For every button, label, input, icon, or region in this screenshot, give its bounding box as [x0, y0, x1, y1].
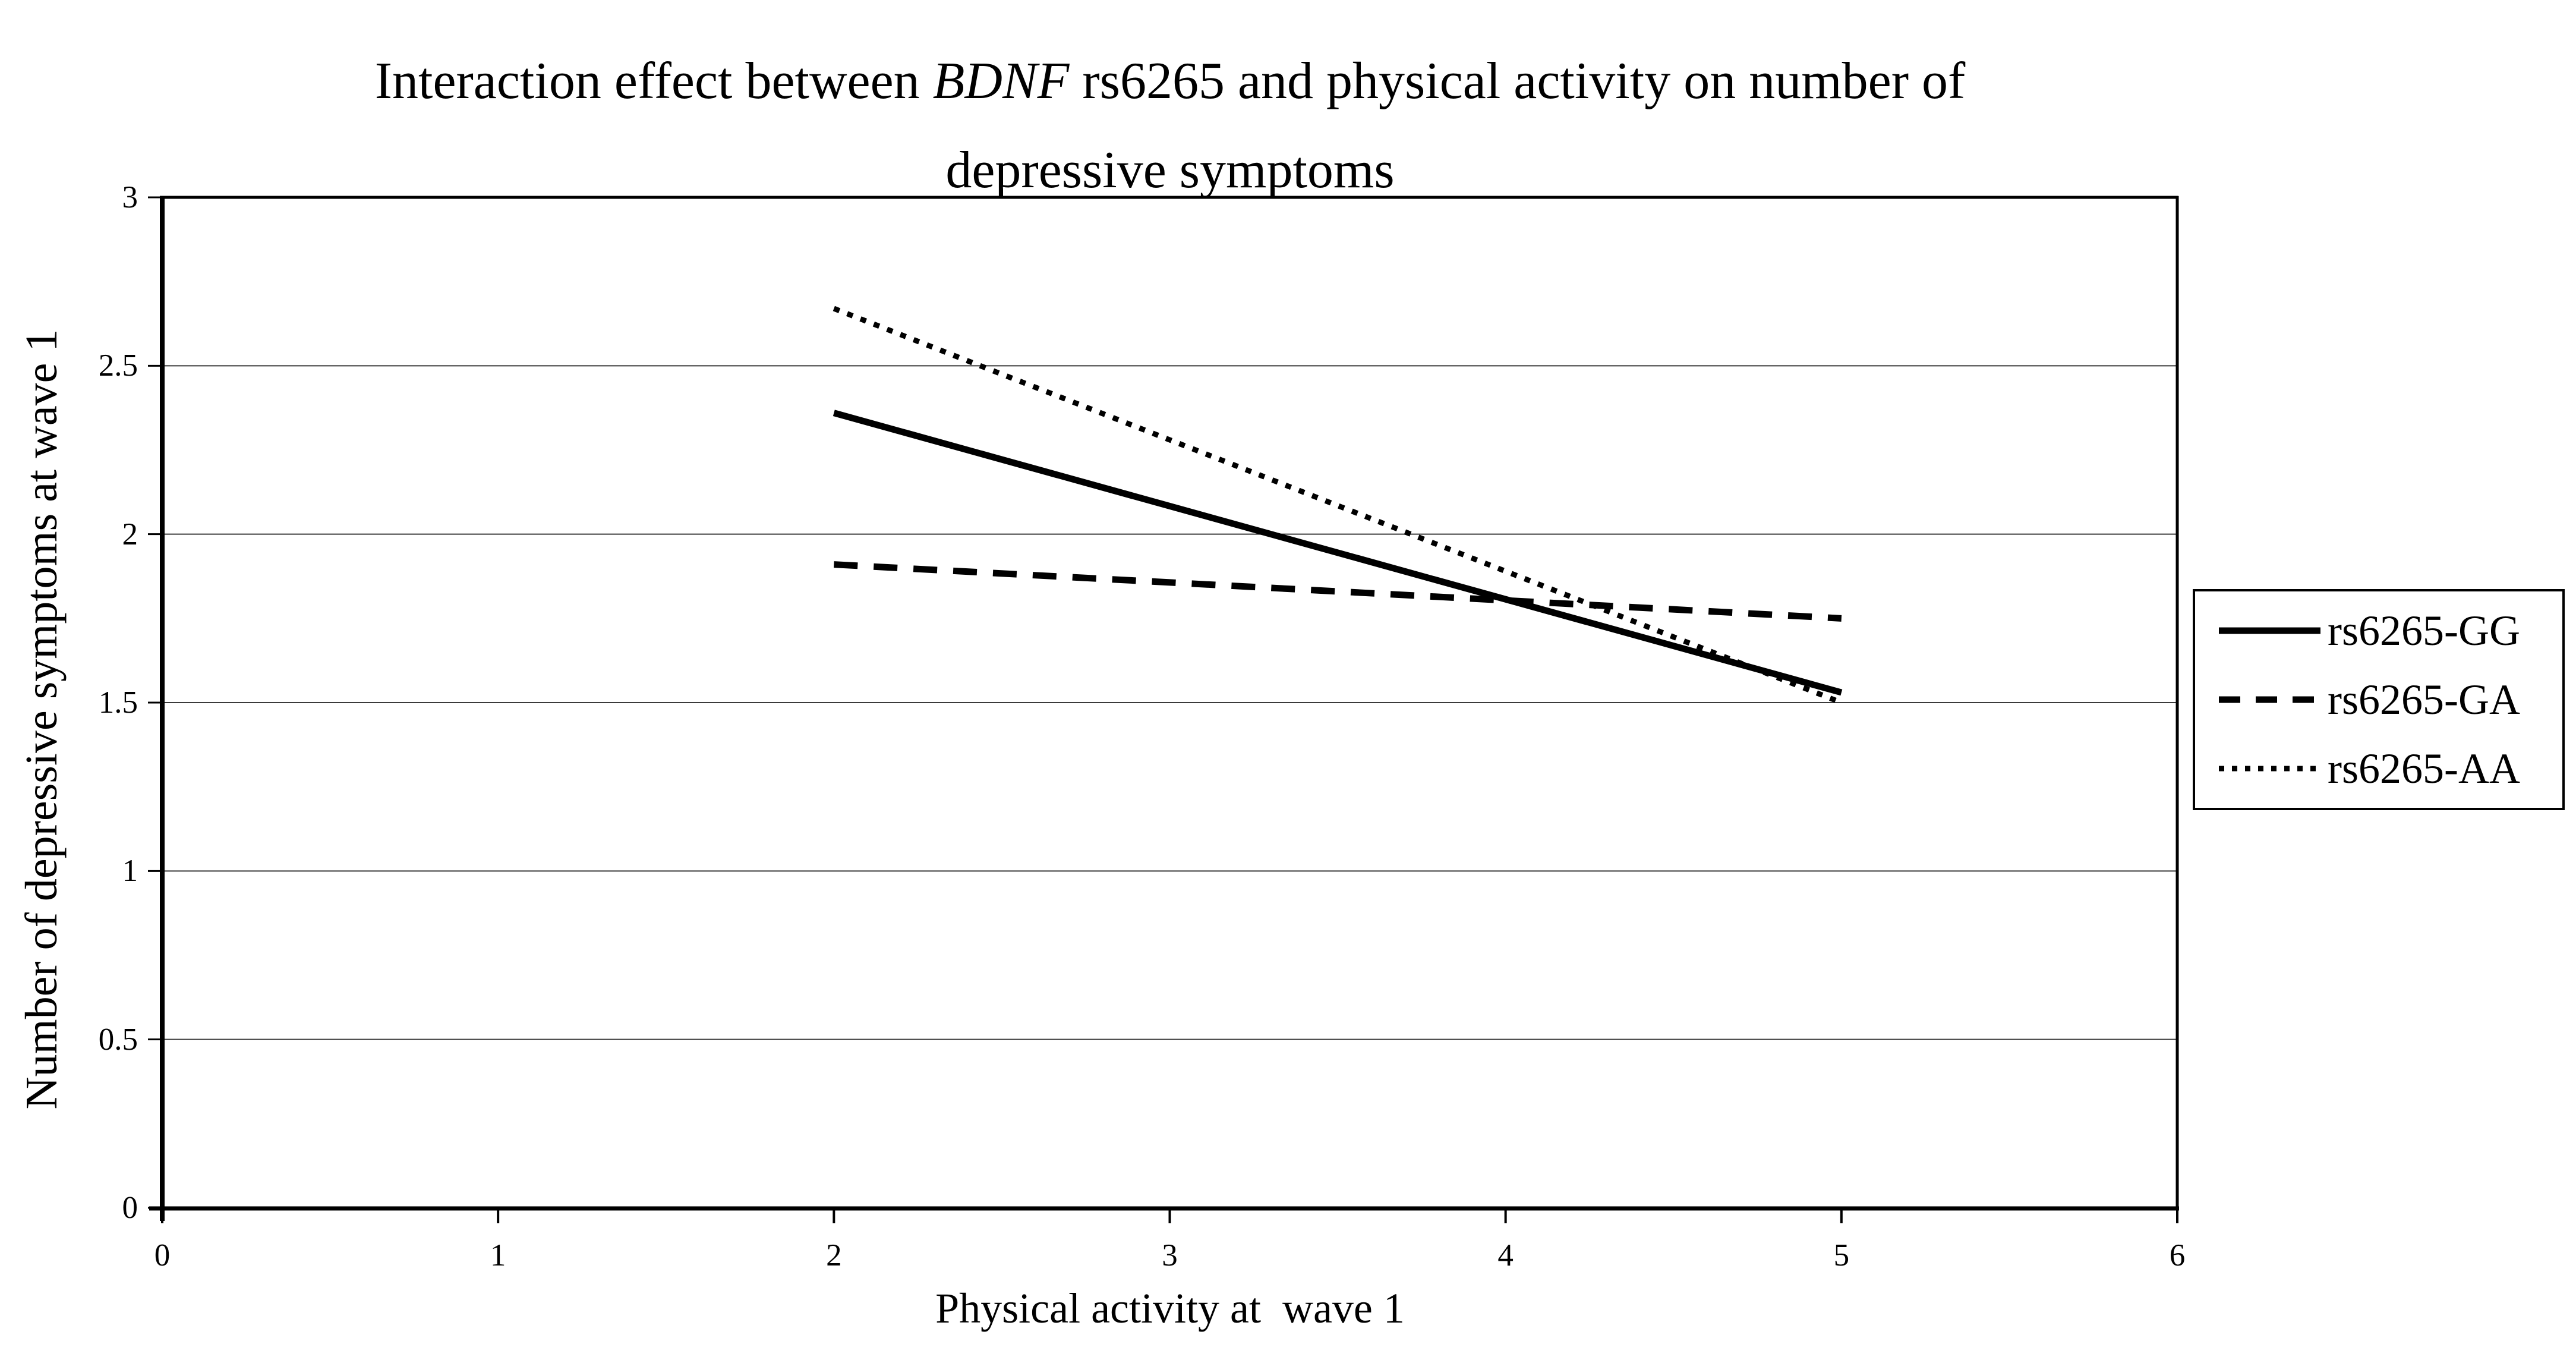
legend-item-rs6265-AA: rs6265-AA [2218, 744, 2559, 794]
legend-label: rs6265-AA [2328, 744, 2520, 792]
chart-title-gene-italic: BDNF [932, 52, 1070, 110]
legend-item-rs6265-GG: rs6265-GG [2218, 606, 2559, 656]
y-tick-label: 2 [122, 517, 138, 552]
x-axis-title: Physical activity at wave 1 [935, 1285, 1405, 1332]
y-tick-label: 2.5 [98, 348, 138, 383]
legend-line-sample-icon [2219, 766, 2320, 772]
y-tick-label: 1 [122, 854, 138, 889]
chart-title-text-cont: rs6265 and physical activity on number o… [1069, 52, 1966, 110]
x-tick-label: 2 [826, 1238, 842, 1273]
chart-title-text: Interaction effect between [374, 52, 933, 110]
x-tick-label: 5 [1833, 1238, 1850, 1273]
legend-label: rs6265-GG [2328, 606, 2520, 654]
series-line-rs6265-GG [833, 410, 1843, 696]
x-tick-label: 1 [490, 1238, 506, 1273]
legend-line-sample-icon [2219, 627, 2320, 634]
legend-line-sample-icon [2219, 696, 2320, 703]
x-tick-label: 4 [1497, 1238, 1514, 1273]
legend-item-rs6265-GA: rs6265-GA [2218, 675, 2559, 725]
x-tick-label: 3 [1162, 1238, 1178, 1273]
x-tick-label: 6 [2169, 1238, 2186, 1273]
series-line-rs6265-AA [833, 306, 1843, 706]
y-tick-label: 0.5 [98, 1022, 138, 1057]
legend-box: rs6265-GG rs6265-GA rs6265-AA [2193, 589, 2565, 810]
chart-title: Interaction effect between BDNF rs6265 a… [162, 37, 2178, 215]
y-tick-label: 3 [122, 180, 138, 215]
x-tick-label: 0 [154, 1238, 171, 1273]
chart-title-line2: depressive symptoms [945, 141, 1395, 199]
series-line-rs6265-GA [834, 561, 1842, 622]
legend-label: rs6265-GA [2328, 675, 2520, 723]
y-tick-label: 1.5 [98, 685, 138, 720]
chart-title-line1: Interaction effect between BDNF rs6265 a… [162, 37, 2178, 126]
y-tick-label: 0 [122, 1191, 138, 1225]
